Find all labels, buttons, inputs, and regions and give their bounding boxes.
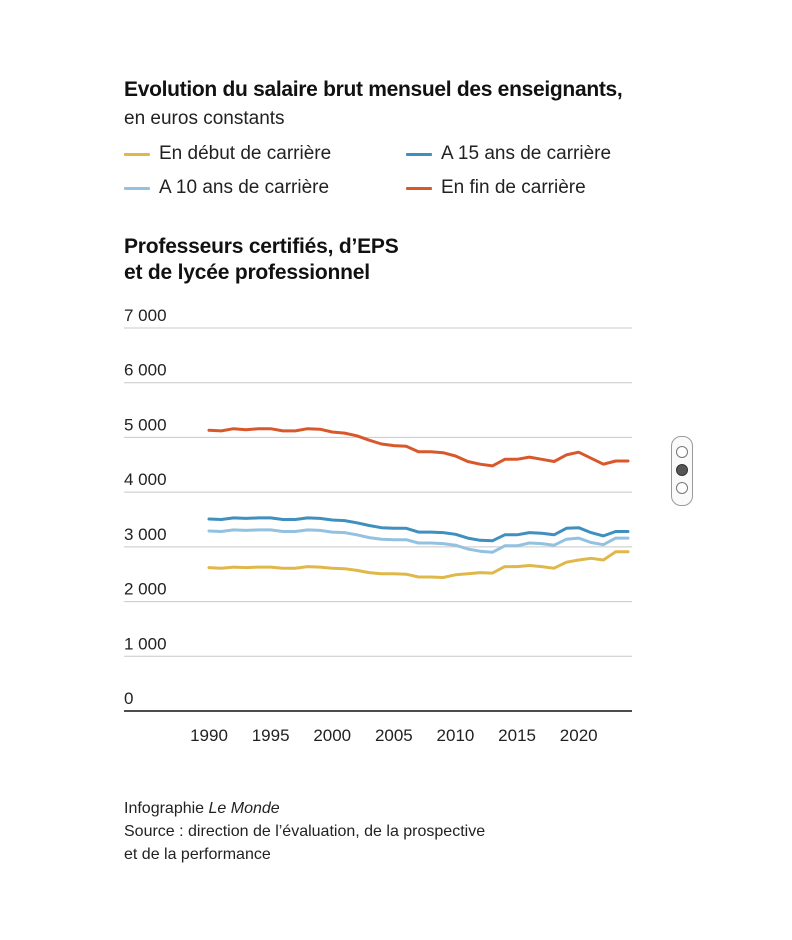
series-line-2 [207,528,630,554]
legend-label-fin: En fin de carrière [441,177,586,198]
chart-series [207,427,630,579]
series-line-3 [207,550,630,579]
y-tick-label: 0 [124,689,133,708]
legend-swatch-debut [124,152,150,156]
pager-dot-3[interactable] [676,482,688,494]
legend-swatch-10ans [124,186,150,190]
source-line-1: Source : direction de l’évaluation, de l… [124,823,486,840]
footer: Infographie Le Monde Source : direction … [124,797,485,866]
panel-title: Professeurs certifiés, d’EPS et de lycée… [124,234,564,286]
legend-label-15ans: A 15 ans de carrière [441,143,612,164]
series-line-1 [207,516,630,543]
series-line-0 [207,427,630,468]
panel-title-line1: Professeurs certifiés, d’EPS [124,235,399,258]
y-tick-label: 4 000 [124,470,167,489]
legend-swatch-fin [406,186,432,190]
x-tick-label: 1995 [252,726,290,745]
chart-subtitle: en euros constants [124,108,285,129]
x-tick-label: 2005 [375,726,413,745]
x-tick-label: 2000 [313,726,351,745]
legend-item-10ans: A 10 ans de carrière [124,177,329,199]
y-tick-label: 2 000 [124,580,167,599]
credit-prefix: Infographie [124,800,205,817]
legend-item-fin: En fin de carrière [406,177,586,199]
legend-item-debut: En début de carrière [124,143,331,165]
chart-gridlines [124,327,632,712]
x-tick-label: 2020 [560,726,598,745]
legend-label-debut: En début de carrière [159,143,332,164]
x-tick-label: 1990 [190,726,228,745]
legend-item-15ans: A 15 ans de carrière [406,143,611,165]
x-tick-label: 2015 [498,726,536,745]
panel-title-line2: et de lycée professionnel [124,261,370,284]
x-axis-ticks: 1990 1995 2000 2005 2010 2015 2020 [190,726,598,745]
y-axis-ticks: 0 1 000 2 000 3 000 4 000 5 000 6 000 7 000 [124,306,167,708]
legend-label-10ans: A 10 ans de carrière [159,177,330,198]
pager-dot-1[interactable] [676,446,688,458]
y-tick-label: 7 000 [124,306,167,325]
credit-name: Le Monde [208,800,280,817]
chart-title: Evolution du salaire brut mensuel des en… [124,78,623,101]
credit: Infographie Le Monde [124,797,485,820]
y-tick-label: 6 000 [124,361,167,380]
x-tick-label: 2010 [437,726,475,745]
legend-swatch-15ans [406,152,432,156]
y-tick-label: 3 000 [124,525,167,544]
y-tick-label: 5 000 [124,415,167,434]
y-tick-label: 1 000 [124,634,167,653]
source-line-2: et de la performance [124,846,271,863]
carousel-pager[interactable] [671,436,693,506]
pager-dot-2[interactable] [676,464,688,476]
